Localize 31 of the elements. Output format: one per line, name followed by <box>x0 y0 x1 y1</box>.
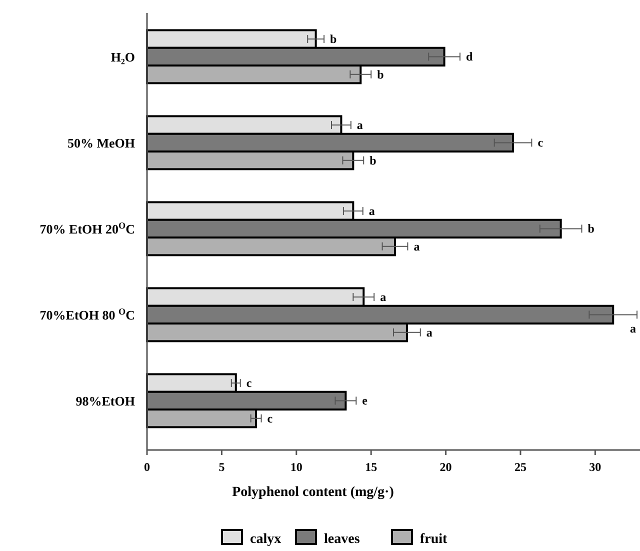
x-tick-label: 0 <box>144 460 150 474</box>
legend-label: calyx <box>250 532 282 547</box>
x-tick-label: 20 <box>440 460 452 474</box>
data-label: c <box>246 376 252 390</box>
x-tick-label: 10 <box>290 460 302 474</box>
y-tick-label: 50% MeOH <box>67 136 135 151</box>
x-tick-label: 15 <box>365 460 378 474</box>
x-tick-label: 5 <box>218 460 225 474</box>
x-axis-title: Polyphenol content (mg/g·) <box>232 485 394 500</box>
data-label: a <box>356 118 363 132</box>
data-label: b <box>588 222 595 236</box>
data-label: d <box>466 50 473 64</box>
data-label: e <box>362 394 368 408</box>
data-label: a <box>368 204 375 218</box>
data-label: b <box>377 67 384 82</box>
y-tick-label: 70% EtOH 20$^{O}$C <box>40 220 135 237</box>
data-label: c <box>267 411 274 426</box>
legend-label: fruit <box>420 532 448 547</box>
data-label: c <box>538 136 544 150</box>
data-label: b <box>370 153 377 168</box>
data-label: a <box>380 290 386 304</box>
legend-label: leaves <box>324 532 360 547</box>
y-tick-label: H₂O <box>110 50 135 65</box>
data-label: a <box>630 321 636 336</box>
x-tick-label: 30 <box>589 460 602 474</box>
data-label: a <box>414 239 420 254</box>
y-tick-label: 70%EtOH 80 $^{O}$C <box>40 306 135 323</box>
x-tick-label: 25 <box>514 460 526 474</box>
data-label: b <box>330 32 338 46</box>
y-tick-label: 98%EtOH <box>76 394 135 409</box>
data-label: a <box>426 325 432 340</box>
